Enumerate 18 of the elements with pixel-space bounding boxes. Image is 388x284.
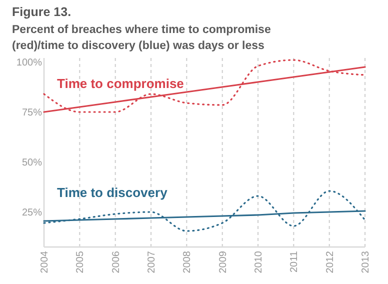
- y-tick-label: 75%: [22, 108, 42, 118]
- x-tick-label: 2006: [110, 250, 122, 274]
- x-tick-label: 2011: [289, 250, 300, 273]
- chart-title: Figure 13.: [12, 5, 72, 19]
- y-tick-label: 50%: [22, 158, 42, 168]
- x-tick-label: 2009: [218, 250, 229, 274]
- x-tick-label: 2010: [254, 250, 264, 274]
- x-tick-label: 2008: [182, 250, 194, 274]
- series-label: Time to discovery: [57, 185, 168, 200]
- series-label: Time to compromise: [57, 76, 184, 91]
- x-tick-label: 2004: [40, 250, 50, 274]
- x-tick-label: 2013: [360, 250, 372, 274]
- x-tick-label: 2005: [75, 250, 86, 274]
- y-tick-label: 100%: [16, 58, 42, 68]
- y-tick-label: 25%: [22, 208, 42, 218]
- x-tick-label: 2007: [146, 250, 158, 274]
- x-tick-label: 2012: [324, 250, 336, 274]
- chart-subtitle: Percent of breaches where time to compromise (red)/time to discovery (blue) was days or less: [12, 24, 271, 52]
